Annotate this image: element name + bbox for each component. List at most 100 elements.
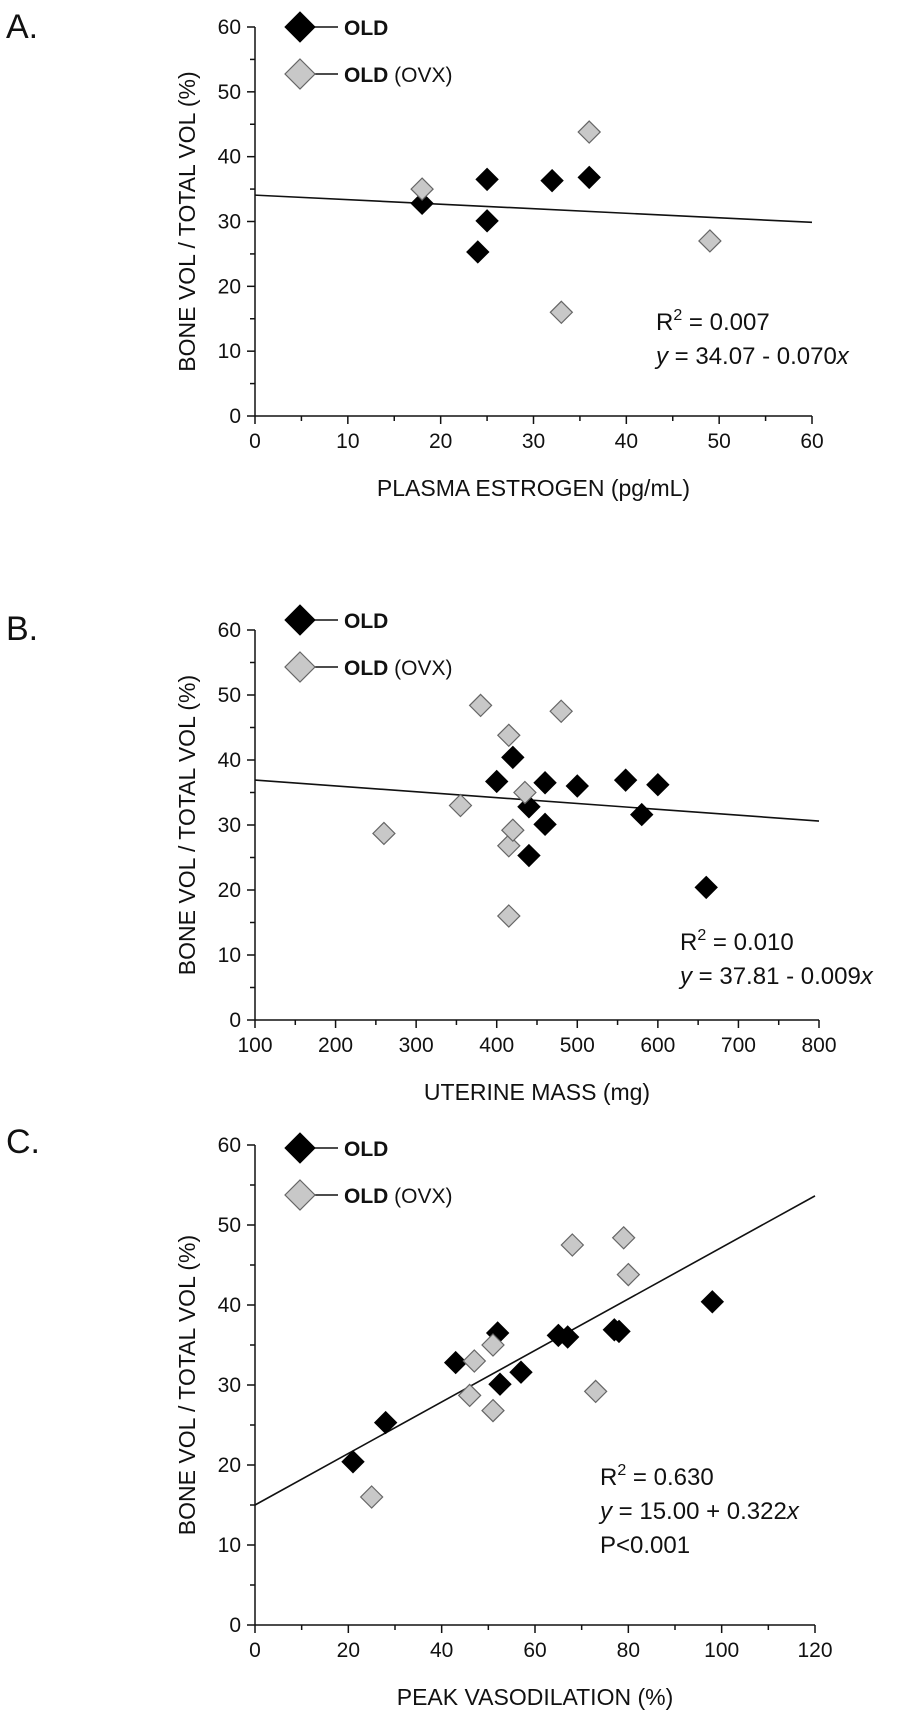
x-axis-title: PEAK VASODILATION (%) (397, 1684, 673, 1710)
x-tick-label: 20 (429, 430, 452, 453)
x-tick-label: 0 (249, 430, 261, 453)
y-tick-label: 30 (218, 211, 241, 234)
x-tick-label: 300 (399, 1034, 434, 1057)
legend-label-ovx-suffix: (OVX) (388, 657, 452, 680)
point-old (488, 1372, 512, 1396)
point-old (341, 1450, 365, 1474)
point-old (577, 165, 601, 190)
point-ovx (611, 1225, 636, 1250)
panel-letter: B. (6, 610, 38, 648)
x-tick-label: 500 (560, 1034, 595, 1057)
legend-label-ovx-suffix: (OVX) (388, 1185, 452, 1208)
point-ovx (698, 229, 722, 253)
x-tick-label: 20 (337, 1639, 360, 1662)
y-axis-title: BONE VOL / TOTAL VOL (%) (174, 71, 200, 371)
point-old (540, 168, 564, 193)
point-old (475, 209, 499, 233)
point-old (475, 167, 499, 192)
r-squared: R2 = 0.007 (656, 307, 770, 336)
y-tick-label: 40 (218, 1294, 241, 1317)
y-tick-label: 40 (218, 146, 241, 169)
point-ovx (496, 723, 521, 748)
x-tick-label: 30 (522, 430, 545, 453)
point-ovx (448, 793, 473, 818)
point-old (509, 1360, 533, 1384)
regression-equation: y = 15.00 + 0.322x (598, 1498, 800, 1525)
point-ovx (560, 1233, 585, 1257)
legend: OLD OLD (OVX) (284, 1132, 453, 1211)
x-axis-title: UTERINE MASS (mg) (424, 1079, 650, 1105)
legend-label-ovx-bold: OLD (344, 1185, 388, 1208)
point-ovx (359, 1485, 384, 1509)
x-axis-title: PLASMA ESTROGEN (pg/mL) (377, 475, 690, 501)
regression-line (254, 779, 820, 822)
legend-label-ovx: OLD (OVX) (344, 657, 453, 680)
r-squared: R2 = 0.010 (680, 927, 794, 956)
y-tick-label: 20 (218, 1454, 241, 1477)
legend-label-old: OLD (344, 1138, 388, 1161)
point-old (517, 843, 541, 868)
y-axis-title: BONE VOL / TOTAL VOL (%) (174, 1235, 200, 1535)
r-squared: R2 = 0.630 (600, 1462, 714, 1491)
point-old (443, 1350, 468, 1375)
x-tick-label: 100 (704, 1639, 739, 1662)
x-tick-label: 200 (318, 1034, 353, 1057)
point-ovx (457, 1383, 482, 1408)
point-old (533, 771, 557, 795)
y-tick-label: 30 (218, 814, 241, 837)
point-ovx (410, 177, 434, 201)
point-old (607, 1319, 631, 1344)
panel-letter: A. (6, 8, 38, 46)
panel-a: A. 0 10 20 30 40 50 60 0 10 20 30 40 50 60 PLASMA ESTRO… (6, 8, 850, 501)
legend-label-old: OLD (344, 610, 388, 633)
point-old (565, 774, 589, 798)
y-tick-label: 0 (229, 405, 241, 428)
point-ovx (616, 1262, 641, 1287)
stats-annotation: R2 = 0.630 y = 15.00 + 0.322x P<0.001 (598, 1462, 800, 1559)
point-ovx (549, 699, 574, 724)
regression-line (254, 1195, 816, 1506)
point-ovx (462, 1349, 487, 1373)
point-old (410, 191, 434, 216)
legend-marker-ovx (284, 1179, 316, 1211)
point-ovx (549, 300, 574, 325)
legend-label-old: OLD (344, 17, 388, 40)
legend-label-ovx-bold: OLD (344, 64, 388, 87)
legend-marker-old (284, 11, 316, 43)
x-tick-label: 10 (336, 430, 359, 453)
x-tick-label: 600 (640, 1034, 675, 1057)
x-tick-label: 50 (707, 430, 730, 453)
point-ovx (481, 1398, 505, 1423)
point-old (700, 1290, 725, 1314)
regression-equation: y = 34.07 - 0.070x (654, 343, 850, 370)
point-old (466, 240, 490, 264)
y-tick-label: 50 (218, 684, 241, 707)
x-tick-label: 60 (523, 1639, 546, 1662)
legend-marker-ovx (284, 58, 316, 90)
stats-annotation: R2 = 0.010 y = 37.81 - 0.009x (678, 927, 874, 990)
legend-label-ovx-suffix: (OVX) (388, 64, 452, 87)
regression-line (254, 194, 813, 224)
legend-label-ovx: OLD (OVX) (344, 64, 453, 87)
point-old (485, 769, 509, 794)
legend-marker-old (284, 1132, 316, 1164)
panel-letter: C. (6, 1123, 40, 1161)
point-ovx (513, 780, 537, 805)
panel-c: C. 0 10 20 30 40 50 60 0 20 40 60 80 100 120 PEAK VASOD… (6, 1123, 833, 1710)
point-ovx (468, 693, 493, 718)
x-tick-label: 700 (721, 1034, 756, 1057)
y-tick-label: 30 (218, 1374, 241, 1397)
x-tick-label: 100 (237, 1034, 272, 1057)
x-tick-label: 0 (249, 1639, 261, 1662)
y-tick-label: 10 (218, 340, 241, 363)
x-tick-label: 400 (479, 1034, 514, 1057)
y-tick-label: 40 (218, 749, 241, 772)
point-ovx (577, 120, 602, 144)
x-tick-label: 60 (800, 430, 823, 453)
y-tick-label: 50 (218, 81, 241, 104)
x-tick-label: 800 (801, 1034, 836, 1057)
x-tick-label: 80 (617, 1639, 640, 1662)
point-old (646, 772, 670, 797)
y-tick-label: 60 (218, 16, 241, 39)
